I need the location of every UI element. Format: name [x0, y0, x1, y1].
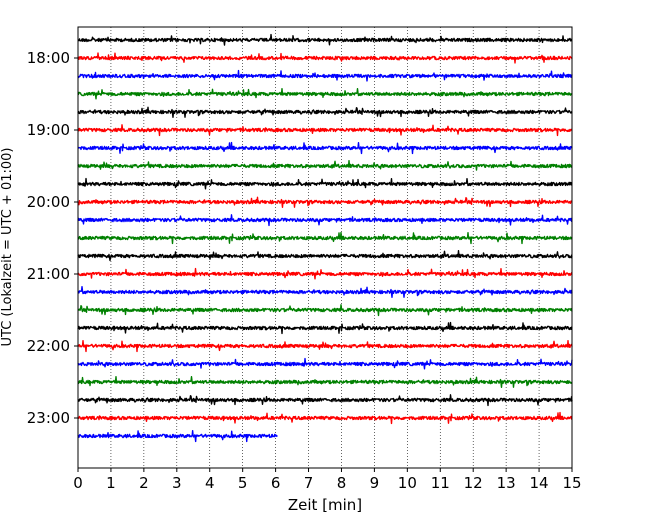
x-axis-label: Zeit [min] [288, 496, 362, 514]
x-tick-label: 10 [398, 474, 417, 492]
trace-line [77, 141, 573, 155]
x-tick-label: 11 [431, 474, 450, 492]
trace-line [77, 267, 573, 280]
x-tick-label: 15 [562, 474, 581, 492]
y-tick-label: 19:00 [27, 121, 70, 139]
y-tick-label: 21:00 [27, 265, 70, 283]
trace-line [77, 231, 573, 245]
y-tick-label: 18:00 [27, 49, 70, 67]
trace-line [77, 69, 573, 82]
trace-line [77, 250, 573, 262]
trace-line [77, 430, 278, 443]
trace-line [77, 160, 573, 171]
trace-line [77, 411, 573, 425]
trace-line [77, 340, 573, 353]
x-tick-label: 7 [304, 474, 314, 492]
plot-background [78, 27, 572, 468]
x-tick-label: 6 [271, 474, 281, 492]
trace-line [77, 214, 573, 227]
x-tick-label: 2 [139, 474, 149, 492]
trace-line [77, 375, 573, 388]
trace-line [77, 124, 573, 137]
trace-line [77, 87, 573, 100]
trace-line [77, 321, 573, 335]
x-tick-label: 13 [497, 474, 516, 492]
y-axis-label: UTC (Lokalzeit = UTC + 01:00) [0, 148, 15, 347]
trace-line [77, 196, 573, 208]
trace-line [77, 394, 573, 407]
trace-line [77, 177, 573, 190]
trace-line [77, 357, 573, 370]
y-tick-label: 20:00 [27, 193, 70, 211]
y-axis-ticks: 18:00 19:00 20:00 21:00 22:00 23:00 [27, 49, 78, 427]
x-tick-label: 12 [464, 474, 483, 492]
x-tick-label: 14 [530, 474, 549, 492]
trace-line [77, 52, 573, 64]
x-tick-label: 5 [238, 474, 248, 492]
trace-line [77, 106, 573, 118]
x-tick-label: 8 [337, 474, 347, 492]
x-tick-label: 9 [370, 474, 380, 492]
x-tick-label: 1 [106, 474, 116, 492]
trace-line [77, 285, 573, 298]
x-tick-label: 4 [205, 474, 215, 492]
y-tick-label: 22:00 [27, 337, 70, 355]
x-tick-label: 3 [172, 474, 182, 492]
trace-line [77, 33, 573, 46]
x-axis-ticks: 0 1 2 3 4 5 6 7 8 9 10 11 12 13 14 15 [73, 468, 582, 492]
seismic-traces [77, 33, 573, 443]
plot-frame [77, 26, 573, 469]
trace-line [77, 304, 573, 317]
y-tick-label: 23:00 [27, 409, 70, 427]
x-tick-label: 0 [73, 474, 83, 492]
